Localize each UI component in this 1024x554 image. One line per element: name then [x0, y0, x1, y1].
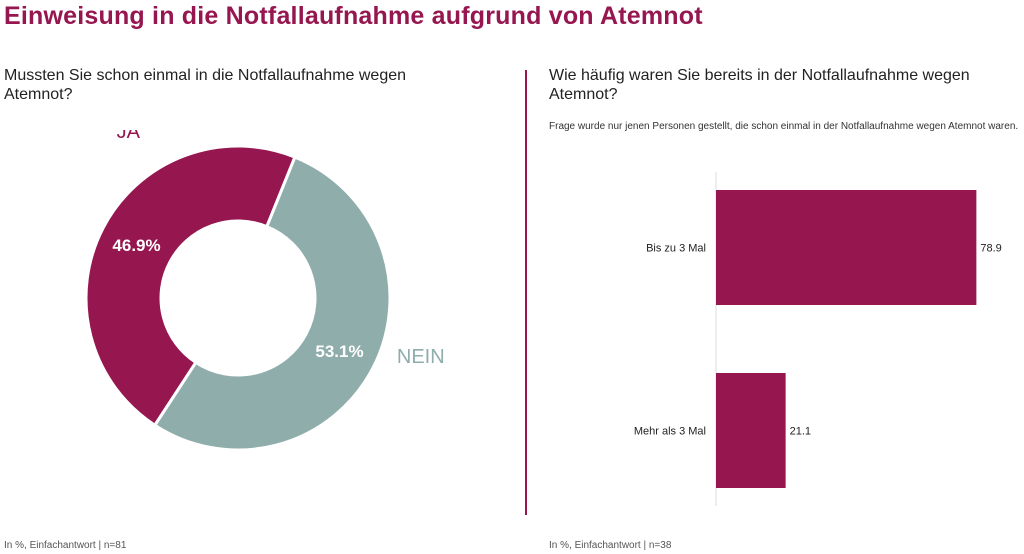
bar-value-label: 78.9: [980, 243, 1001, 255]
donut-value-label-nein: 53.1%: [315, 342, 363, 361]
right-footnote: In %, Einfachantwort | n=38: [549, 540, 672, 551]
donut-category-label-nein: NEIN: [397, 346, 445, 368]
bar-1: [716, 373, 786, 488]
right-question-title: Wie häufig waren Sie bereits in der Notf…: [549, 67, 970, 103]
donut-slice-nein: [152, 155, 392, 452]
bar-category-label: Bis zu 3 Mal: [646, 243, 706, 255]
donut-value-label-ja: 46.9%: [112, 236, 160, 255]
donut-category-label-ja: JA: [117, 130, 141, 143]
donut-slice-ja: [84, 144, 297, 428]
bar-value-label: 21.1: [790, 426, 811, 438]
bar-category-label: Mehr als 3 Mal: [634, 426, 706, 438]
left-footnote: In %, Einfachantwort | n=81: [4, 540, 127, 551]
right-question-subtitle: Frage wurde nur jenen Personen gestellt,…: [549, 121, 1019, 132]
page-title: Einweisung in die Notfallaufnahme aufgru…: [4, 2, 703, 30]
bar-0: [716, 190, 977, 305]
donut-chart: 46.9% JA 53.1% NEIN: [84, 130, 445, 452]
bar-chart: Bis zu 3 Mal 78.9 Mehr als 3 Mal 21.1: [634, 172, 1002, 506]
left-question-title: Mussten Sie schon einmal in die Notfalla…: [4, 67, 407, 103]
panel-divider: [525, 70, 527, 515]
